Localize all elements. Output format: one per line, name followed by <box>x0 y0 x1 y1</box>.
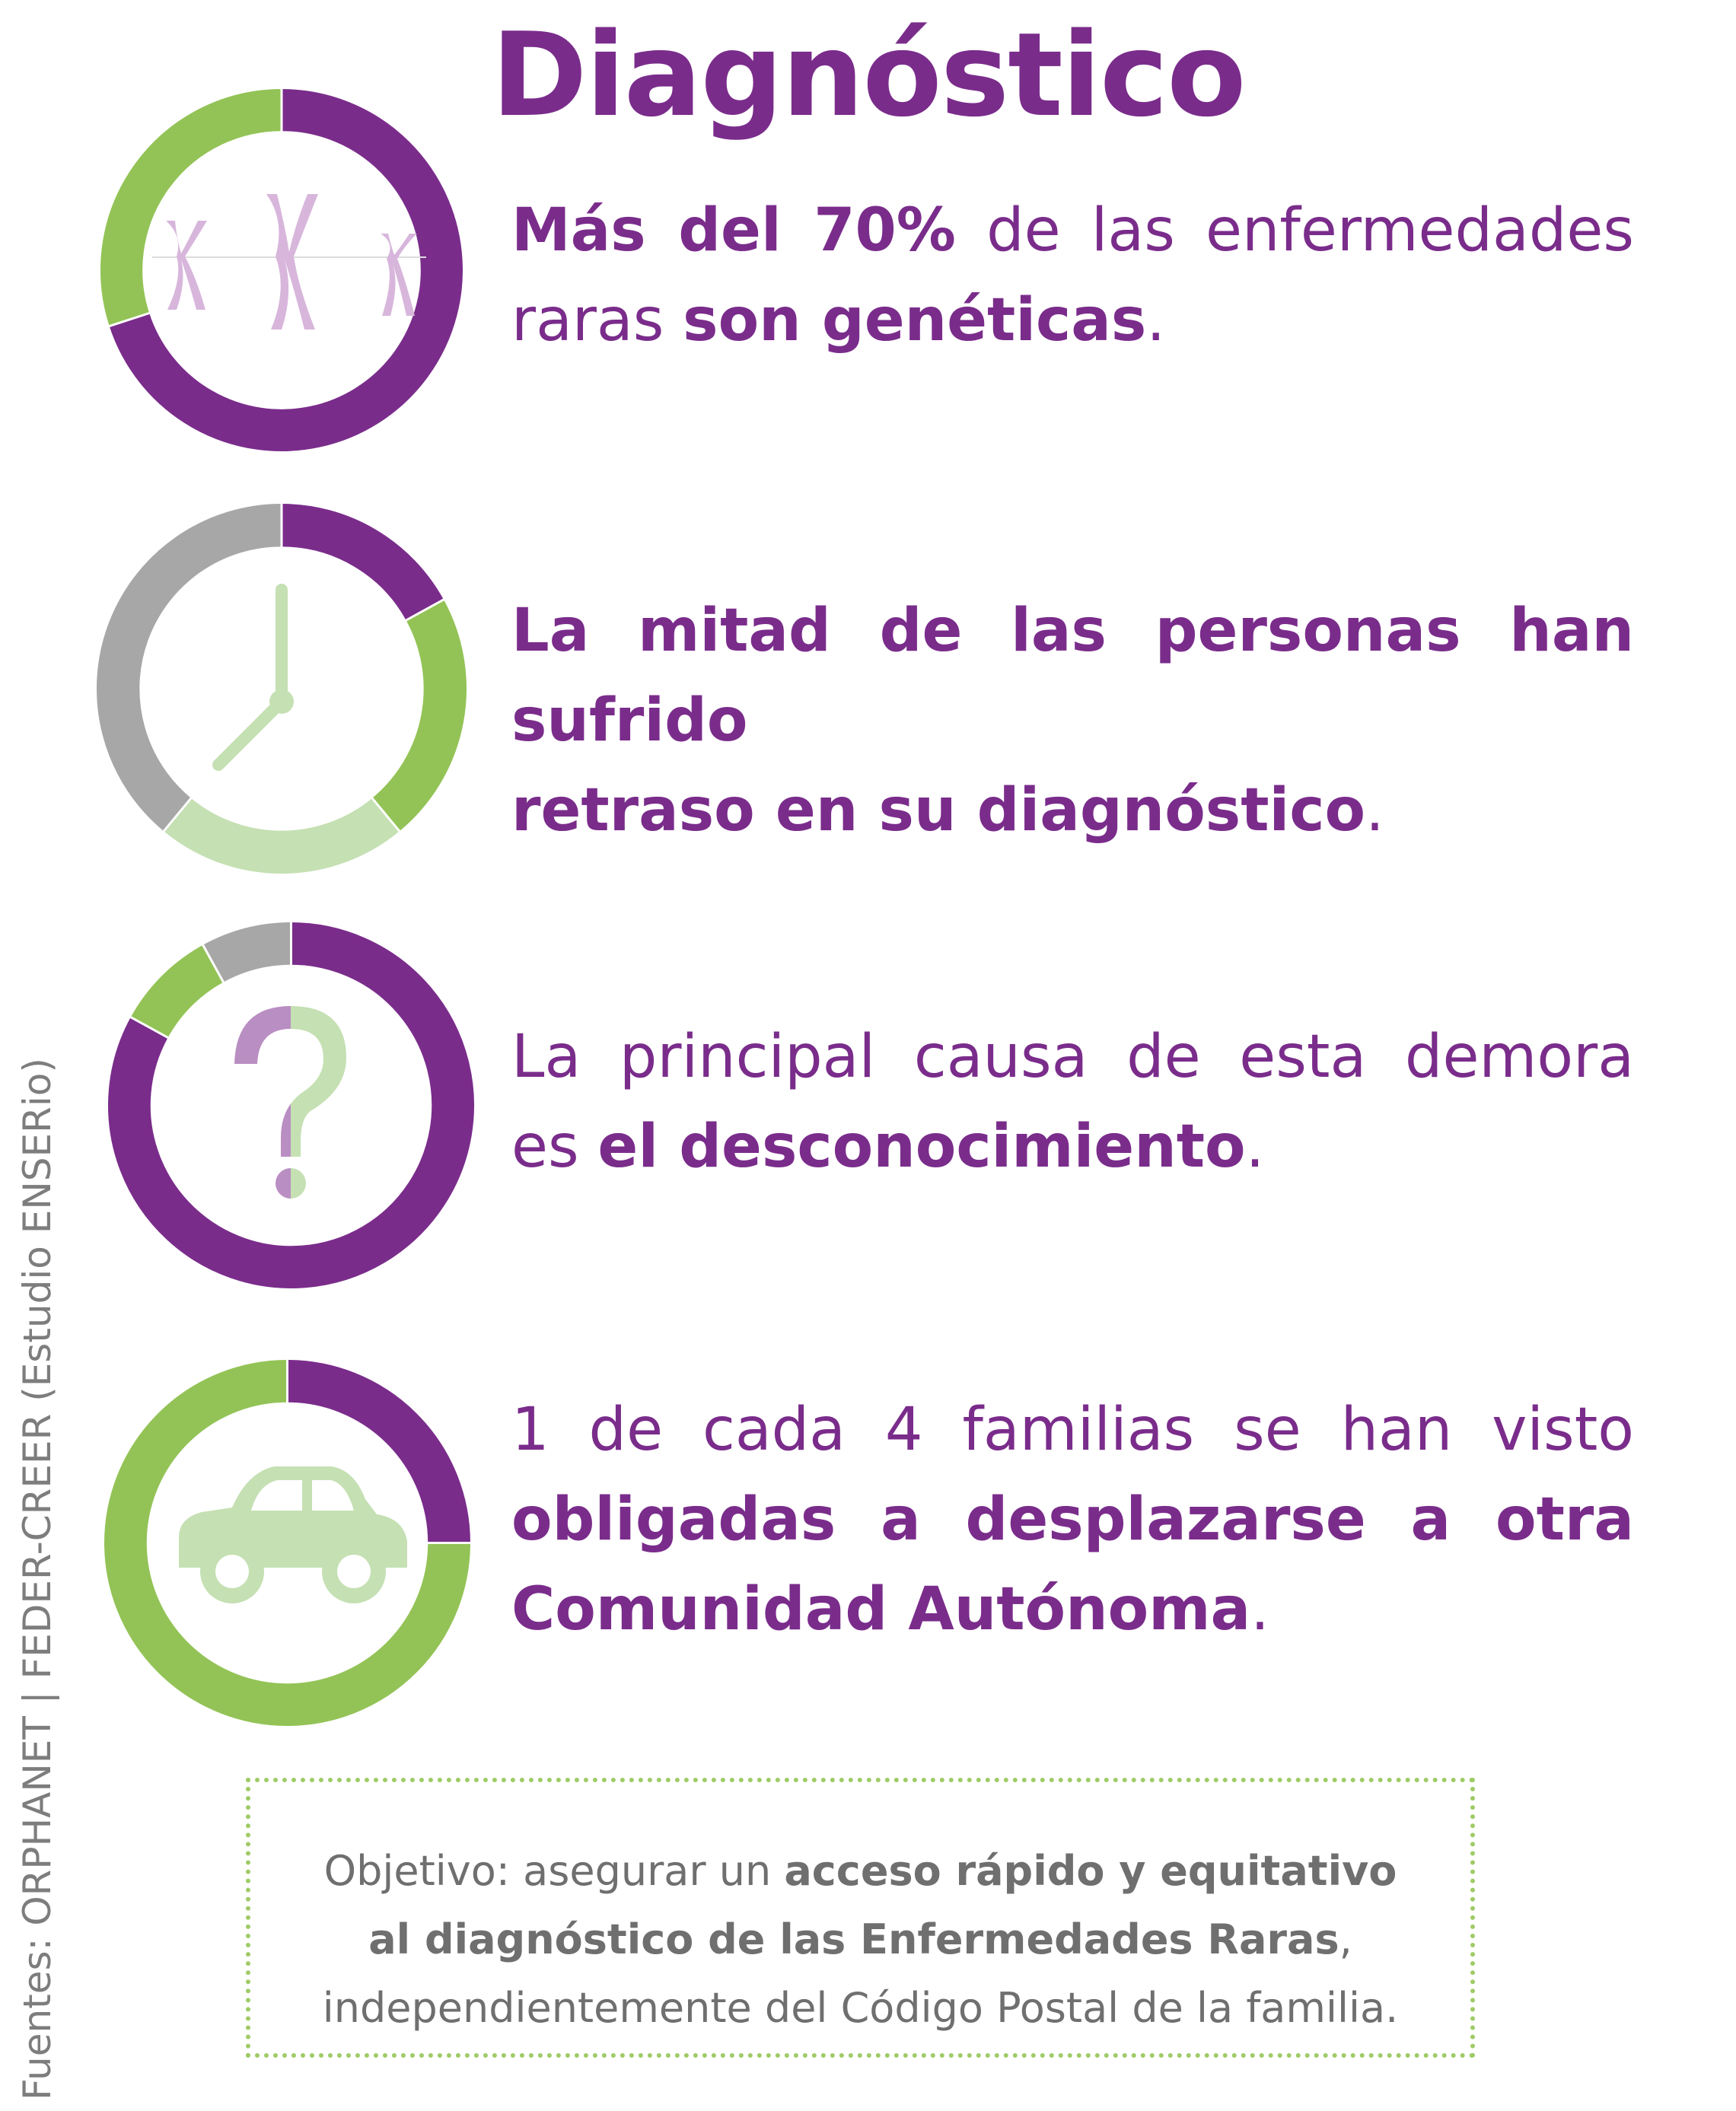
donut-segment-1 <box>100 89 282 326</box>
source-note: Fuentes: ORPHANET | FEDER-CREER (Estudio… <box>15 1058 59 2100</box>
page-title: Diagnóstico <box>491 8 1246 142</box>
donut-chart-cause <box>108 921 474 1288</box>
donut-segment-0 <box>109 89 463 451</box>
stat-text-genetic: Más del 70% de las enfermedades raras so… <box>511 186 1634 365</box>
stat-run: es <box>511 1113 598 1181</box>
donut-segment-1 <box>130 944 225 1039</box>
stat-run: . <box>1245 1113 1265 1181</box>
stat-run: obligadas a desplazarse a otra <box>511 1485 1634 1554</box>
stat-run: Más del 70% <box>511 196 956 265</box>
stat-line: es el desconocimiento. <box>511 1102 1634 1192</box>
stat-text-travel: 1 de cada 4 familias se han visto obliga… <box>511 1385 1634 1654</box>
car-icon <box>179 1466 407 1603</box>
stat-line: Comunidad Autónoma. <box>511 1565 1634 1654</box>
stat-run: son genéticas <box>683 286 1147 355</box>
stat-line: raras son genéticas. <box>511 275 1634 365</box>
stat-run: 1 de cada 4 familias se han visto <box>511 1396 1634 1464</box>
goal-line2-a: al diagnóstico de las Enfermedades Raras <box>368 1915 1339 1963</box>
goal-line3: independientemente del Código Postal de … <box>322 1984 1399 2032</box>
donut-segment-0 <box>287 1360 470 1543</box>
donut-segments <box>100 88 463 451</box>
goal-line1-b: acceso rápido y equitativo <box>784 1847 1397 1895</box>
stat-run: retraso en su diagnóstico <box>511 776 1366 845</box>
stat-run: raras <box>511 286 683 355</box>
donut-separator-1 <box>129 1015 170 1040</box>
stat-run: de las enfermedades <box>955 196 1634 265</box>
donut-segment-2 <box>202 922 292 982</box>
stat-run: . <box>1146 286 1166 355</box>
stat-line: Más del 70% de las enfermedades <box>511 196 1634 265</box>
stat-run: . <box>1365 776 1384 845</box>
donut-separator-2 <box>370 796 402 833</box>
donut-segments <box>97 502 467 874</box>
goal-text: Objetivo: asegurar un acceso rápido y eq… <box>250 1837 1470 2043</box>
stat-line: retraso en su diagnóstico. <box>511 766 1634 855</box>
donut-chart-travel <box>104 1358 472 1726</box>
donut-separator-1 <box>107 311 151 328</box>
donut-separator-2 <box>201 943 225 985</box>
goal-line2-b: , <box>1339 1915 1352 1963</box>
donut-chart-genetic <box>100 88 463 451</box>
donut-separator-1 <box>404 597 446 622</box>
donut-separator-3 <box>161 796 193 833</box>
donut-segment-2 <box>164 798 400 874</box>
donut-chart-delay <box>97 502 467 874</box>
donut-segment-0 <box>281 504 444 621</box>
stat-run: Comunidad Autónoma <box>511 1575 1251 1644</box>
donut-segment-1 <box>104 1360 470 1726</box>
stat-line: La principal causa de esta demora <box>511 1023 1634 1091</box>
stat-run: La principal causa de esta demora <box>511 1023 1634 1091</box>
stat-text-delay: La mitad de las personas han sufrido ret… <box>511 586 1634 855</box>
stat-line: obligadas a desplazarse a otra <box>511 1485 1634 1554</box>
stat-run: . <box>1250 1575 1269 1644</box>
stat-run: el desconocimiento <box>597 1113 1246 1181</box>
donut-segments <box>108 921 474 1288</box>
goal-line1-a: Objetivo: asegurar un <box>323 1847 785 1895</box>
chromosomes-icon <box>152 194 426 330</box>
donut-segment-1 <box>371 599 467 832</box>
stat-text-cause: La principal causa de esta demora es el … <box>511 1012 1634 1192</box>
clock-icon <box>212 584 294 771</box>
goal-box: Objetivo: asegurar un acceso rápido y eq… <box>246 1778 1475 2058</box>
stat-line: La mitad de las personas han sufrido <box>511 597 1634 755</box>
question-mark-icon <box>234 1006 346 1199</box>
donut-segment-3 <box>97 504 282 832</box>
donut-segments <box>104 1358 472 1726</box>
stat-line: 1 de cada 4 familias se han visto <box>511 1396 1634 1464</box>
stat-run: La mitad de las personas han sufrido <box>511 597 1634 755</box>
donut-segment-0 <box>108 922 474 1288</box>
